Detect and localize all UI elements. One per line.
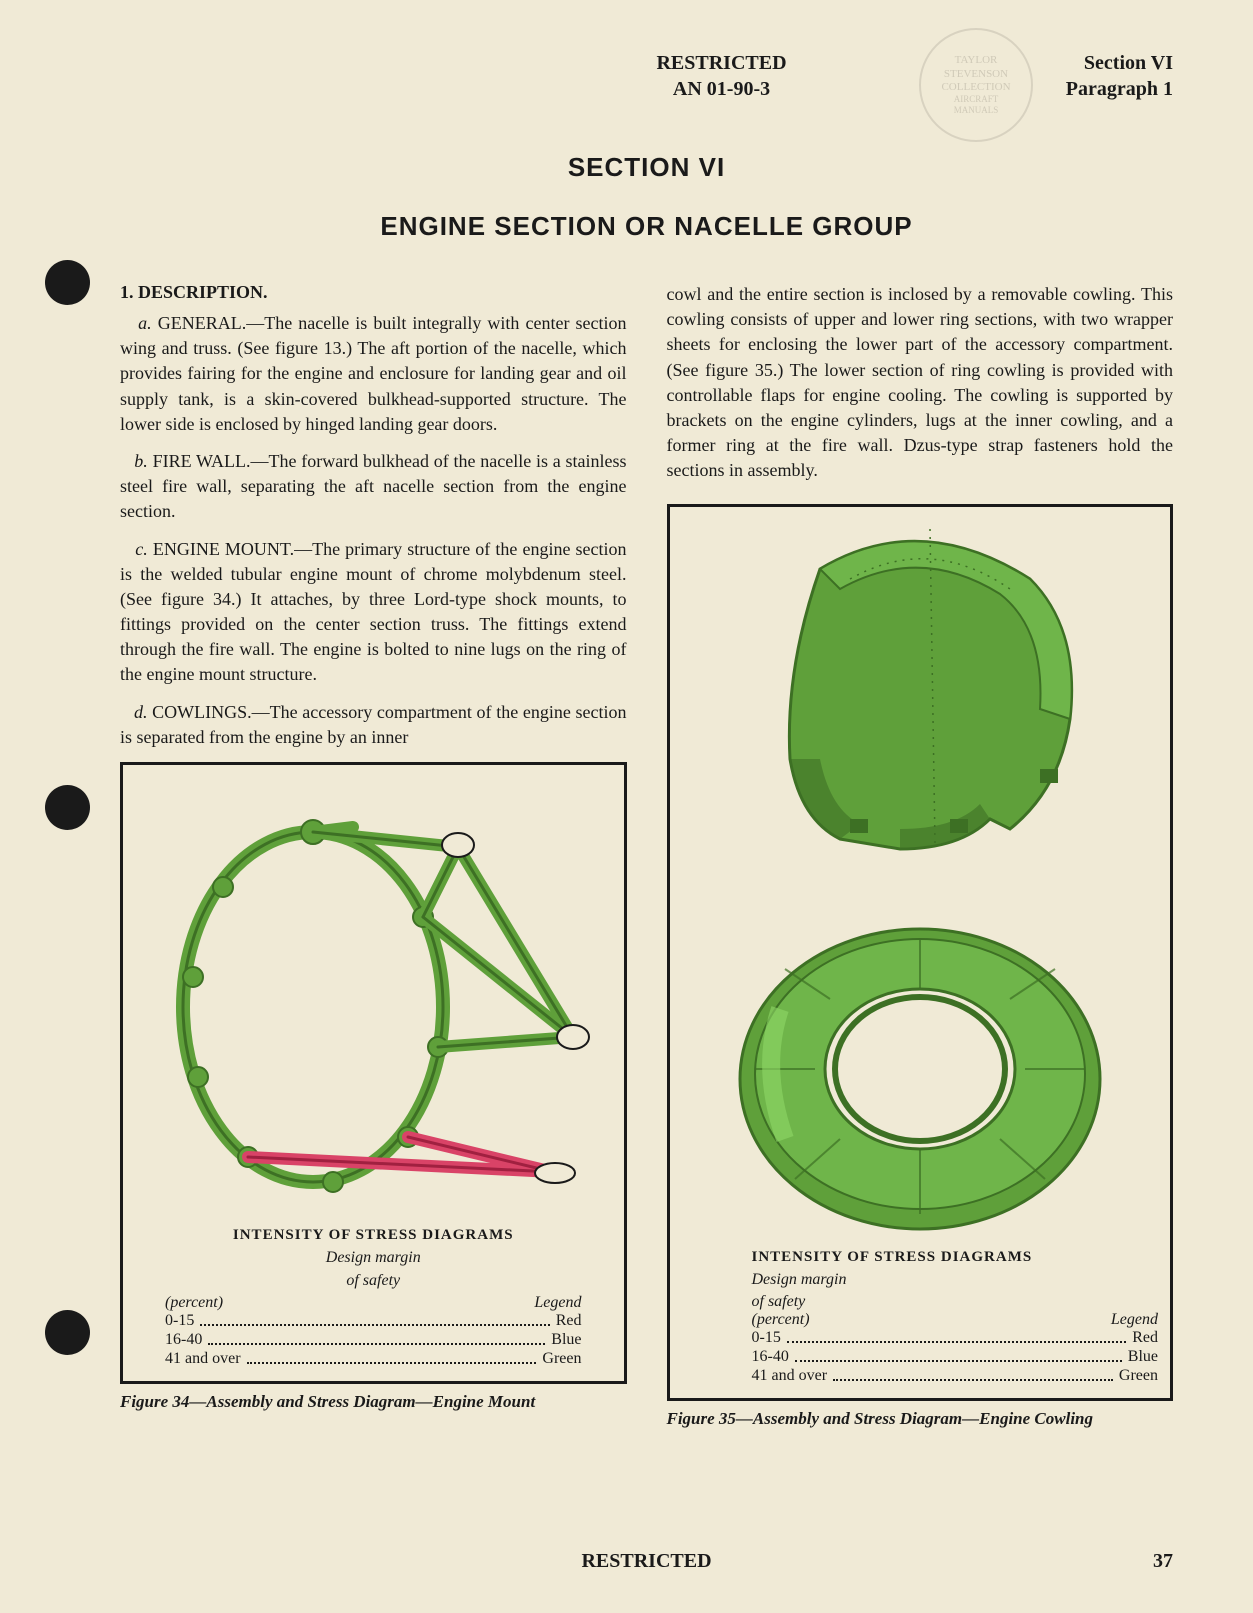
description-heading: 1. DESCRIPTION. xyxy=(120,282,627,303)
figure-35-box: INTENSITY OF STRESS DIAGRAMS Design marg… xyxy=(667,504,1174,1401)
page-footer: RESTRICTED 37 xyxy=(120,1550,1173,1573)
figure-34-box: INTENSITY OF STRESS DIAGRAMS Design marg… xyxy=(120,762,627,1384)
legend-row: 0-15 Red xyxy=(135,1312,612,1331)
para-b: b. FIRE WALL.—The forward bulkhead of th… xyxy=(120,449,627,525)
para-c-runin: ENGINE MOUNT.— xyxy=(148,539,312,559)
engine-cowling-diagram xyxy=(700,519,1140,1239)
figure-35-legend: INTENSITY OF STRESS DIAGRAMS Design marg… xyxy=(682,1249,1159,1386)
legend-percent-head: (percent) xyxy=(165,1294,223,1312)
para-b-lead: b. xyxy=(134,451,148,471)
stamp-line: STEVENSON xyxy=(944,68,1008,81)
figure-35-caption: Figure 35—Assembly and Stress Diagram—En… xyxy=(667,1409,1174,1429)
para-a-lead: a. xyxy=(138,313,152,333)
para-c-text: The primary structure of the engine sect… xyxy=(120,539,627,685)
legend-range: 41 and over xyxy=(752,1367,828,1386)
header-classification: RESTRICTED xyxy=(270,50,1173,76)
figure-34-caption: Figure 34—Assembly and Stress Diagram—En… xyxy=(120,1392,627,1412)
legend-range: 0-15 xyxy=(752,1329,781,1348)
legend-range: 41 and over xyxy=(165,1350,241,1369)
legend-range: 16-40 xyxy=(752,1348,789,1367)
right-column: cowl and the entire section is inclosed … xyxy=(667,282,1174,1429)
legend-color: Green xyxy=(1119,1367,1158,1386)
legend-color: Red xyxy=(1132,1329,1158,1348)
legend-color: Blue xyxy=(551,1331,581,1350)
legend-row: 41 and over Green xyxy=(752,1367,1159,1386)
para-d: d. COWLINGS.—The accessory compartment o… xyxy=(120,700,627,750)
para-a-runin: GENERAL.— xyxy=(152,313,265,333)
legend-row: 41 and over Green xyxy=(135,1350,612,1369)
legend-sub1: Design margin xyxy=(752,1270,1159,1289)
header-doc-number: AN 01-90-3 xyxy=(270,76,1173,102)
left-column: 1. DESCRIPTION. a. GENERAL.—The nacelle … xyxy=(120,282,627,1429)
para-a: a. GENERAL.—The nacelle is built integra… xyxy=(120,311,627,437)
collection-stamp: TAYLOR STEVENSON COLLECTION AIRCRAFT MAN… xyxy=(919,28,1033,142)
section-title: SECTION VI xyxy=(120,152,1173,183)
stamp-line: TAYLOR xyxy=(955,54,998,67)
legend-percent-head: (percent) xyxy=(752,1311,810,1328)
header-section: Section VI xyxy=(1066,50,1173,76)
legend-color: Blue xyxy=(1128,1348,1158,1367)
page-number: 37 xyxy=(1153,1550,1173,1573)
legend-title: INTENSITY OF STRESS DIAGRAMS xyxy=(752,1249,1159,1266)
engine-mount-diagram xyxy=(153,777,593,1217)
stamp-line: MANUALS xyxy=(954,105,999,116)
legend-row: 0-15 Red xyxy=(752,1329,1159,1348)
legend-range: 16-40 xyxy=(165,1331,202,1350)
para-d-lead: d. xyxy=(134,702,148,722)
figure-34-legend: INTENSITY OF STRESS DIAGRAMS Design marg… xyxy=(135,1227,612,1369)
legend-row: 16-40 Blue xyxy=(135,1331,612,1350)
legend-color: Green xyxy=(542,1350,581,1369)
stamp-line: COLLECTION xyxy=(941,81,1010,94)
para-c-lead: c. xyxy=(135,539,148,559)
section-subtitle: ENGINE SECTION OR NACELLE GROUP xyxy=(120,211,1173,242)
footer-classification: RESTRICTED xyxy=(581,1550,711,1573)
para-d-runin: COWLINGS.— xyxy=(148,702,270,722)
legend-legend-head: Legend xyxy=(1111,1311,1158,1329)
legend-sub2: of safety xyxy=(135,1271,612,1290)
legend-title: INTENSITY OF STRESS DIAGRAMS xyxy=(135,1227,612,1244)
legend-range: 0-15 xyxy=(165,1312,194,1331)
legend-sub1: Design margin xyxy=(135,1248,612,1267)
legend-sub2: of safety xyxy=(752,1293,806,1310)
stamp-line: AIRCRAFT xyxy=(954,94,999,105)
legend-row: 16-40 Blue xyxy=(752,1348,1159,1367)
legend-color: Red xyxy=(556,1312,582,1331)
header-paragraph: Paragraph 1 xyxy=(1066,76,1173,102)
legend-legend-head: Legend xyxy=(534,1294,581,1312)
para-b-runin: FIRE WALL.— xyxy=(148,451,269,471)
para-d-continued: cowl and the entire section is inclosed … xyxy=(667,282,1174,484)
para-c: c. ENGINE MOUNT.—The primary structure o… xyxy=(120,537,627,688)
